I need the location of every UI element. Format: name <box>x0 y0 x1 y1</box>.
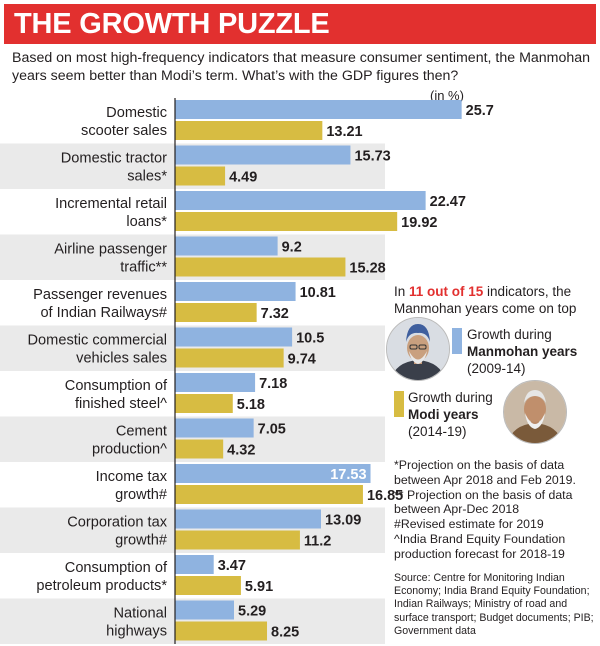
bar-modi <box>175 530 300 550</box>
summary-note: In 11 out of 15 indicators, the Manmohan… <box>394 283 594 317</box>
data-label: 15.73 <box>354 149 390 165</box>
note-highlight: 11 out of 15 <box>409 284 484 299</box>
unit-label: (in %) <box>430 88 464 103</box>
data-label: 16.85 <box>367 488 403 504</box>
category-label: Corporation tax growth# <box>67 515 168 549</box>
bar-manmohan <box>175 373 256 392</box>
data-label: 7.32 <box>261 306 289 322</box>
bar-modi <box>175 257 346 277</box>
category-label: Passenger revenues of Indian Railways# <box>33 287 168 321</box>
manmohan-legend-period: (2009-14) <box>467 361 526 376</box>
data-label: 10.81 <box>300 285 336 301</box>
bar-manmohan <box>175 464 371 483</box>
category-label: National highways <box>106 606 167 640</box>
note-suffix: indicators, the Manmohan years come on t… <box>394 284 577 316</box>
bar-modi <box>175 166 226 186</box>
data-label: 19.92 <box>401 215 437 231</box>
bar-manmohan <box>175 600 235 620</box>
data-label: 10.5 <box>296 331 324 347</box>
category-label: Domestic tractor sales* <box>61 151 168 185</box>
bar-modi <box>175 485 363 504</box>
data-label: 17.53 <box>330 467 366 483</box>
data-label: 11.2 <box>304 534 331 550</box>
bar-modi <box>175 576 241 595</box>
data-label: 13.21 <box>326 124 362 140</box>
bar-modi <box>175 348 284 368</box>
manmohan-legend-label: Growth during Manmohan years (2009-14) <box>467 326 577 377</box>
data-label: 5.18 <box>237 397 265 413</box>
bar-modi <box>175 212 398 231</box>
manmohan-legend-line1: Growth during <box>467 327 552 342</box>
bar-manmohan <box>175 327 293 347</box>
source-note: Source: Centre for Monitoring Indian Eco… <box>394 572 594 637</box>
bar-manmohan <box>175 509 322 529</box>
footnotes: *Projection on the basis of data between… <box>394 458 599 562</box>
chart-subtitle: Based on most high-frequency indicators … <box>12 50 591 84</box>
modi-legend-label: Growth during Modi years (2014-19) <box>408 389 493 440</box>
category-label: Domestic commercial vehicles sales <box>28 333 167 367</box>
footnote-1: *Projection on the basis of data between… <box>394 458 576 487</box>
category-label: Consumption of petroleum products* <box>36 560 168 594</box>
modi-legend-line1: Growth during <box>408 390 493 405</box>
footnote-3: #Revised estimate for 2019 <box>394 517 544 532</box>
manmohan-singh-portrait-icon <box>386 317 450 381</box>
bar-manmohan <box>175 555 214 574</box>
manmohan-legend-swatch <box>452 328 462 354</box>
bar-manmohan <box>175 236 278 256</box>
bar-modi <box>175 121 323 140</box>
data-label: 15.28 <box>349 261 385 277</box>
data-label: 22.47 <box>430 194 466 210</box>
bar-manmohan <box>175 282 296 301</box>
bar-manmohan <box>175 100 462 119</box>
modi-legend-swatch <box>394 391 404 417</box>
bar-manmohan <box>175 191 426 210</box>
data-label: 9.2 <box>282 240 302 256</box>
bar-manmohan <box>175 145 351 165</box>
modi-legend-period: (2014-19) <box>408 424 467 439</box>
data-label: 7.18 <box>259 376 287 392</box>
category-label: Incremental retail loans* <box>55 196 167 230</box>
bar-modi <box>175 621 268 641</box>
data-label: 4.49 <box>229 170 257 186</box>
data-label: 3.47 <box>218 558 246 574</box>
data-label: 25.7 <box>466 103 494 119</box>
bar-modi <box>175 303 257 322</box>
data-label: 5.91 <box>245 579 273 595</box>
data-label: 4.32 <box>227 443 255 459</box>
data-label: 7.05 <box>258 422 286 438</box>
data-label: 5.29 <box>238 604 266 620</box>
narendra-modi-portrait-icon <box>503 380 567 444</box>
category-label: Consumption of finished steel^ <box>65 378 168 412</box>
bar-manmohan <box>175 418 254 438</box>
footnote-4: ^India Brand Equity Foundation productio… <box>394 531 566 561</box>
data-label: 8.25 <box>271 625 299 641</box>
category-label: Airline passenger traffic** <box>54 242 167 276</box>
footnote-2: ** Projection on the basis of data betwe… <box>394 487 573 517</box>
category-label: Domestic scooter sales <box>81 105 167 139</box>
bar-modi <box>175 394 233 413</box>
data-label: 13.09 <box>325 513 361 529</box>
chart-title: THE GROWTH PUZZLE <box>4 4 596 44</box>
bar-modi <box>175 439 224 459</box>
category-label: Income tax growth# <box>96 469 168 503</box>
category-label: Cement production^ <box>92 424 167 458</box>
note-prefix: In <box>394 284 410 299</box>
manmohan-legend-name: Manmohan years <box>467 344 578 359</box>
data-label: 9.74 <box>288 352 316 368</box>
modi-legend-name: Modi years <box>408 407 479 422</box>
